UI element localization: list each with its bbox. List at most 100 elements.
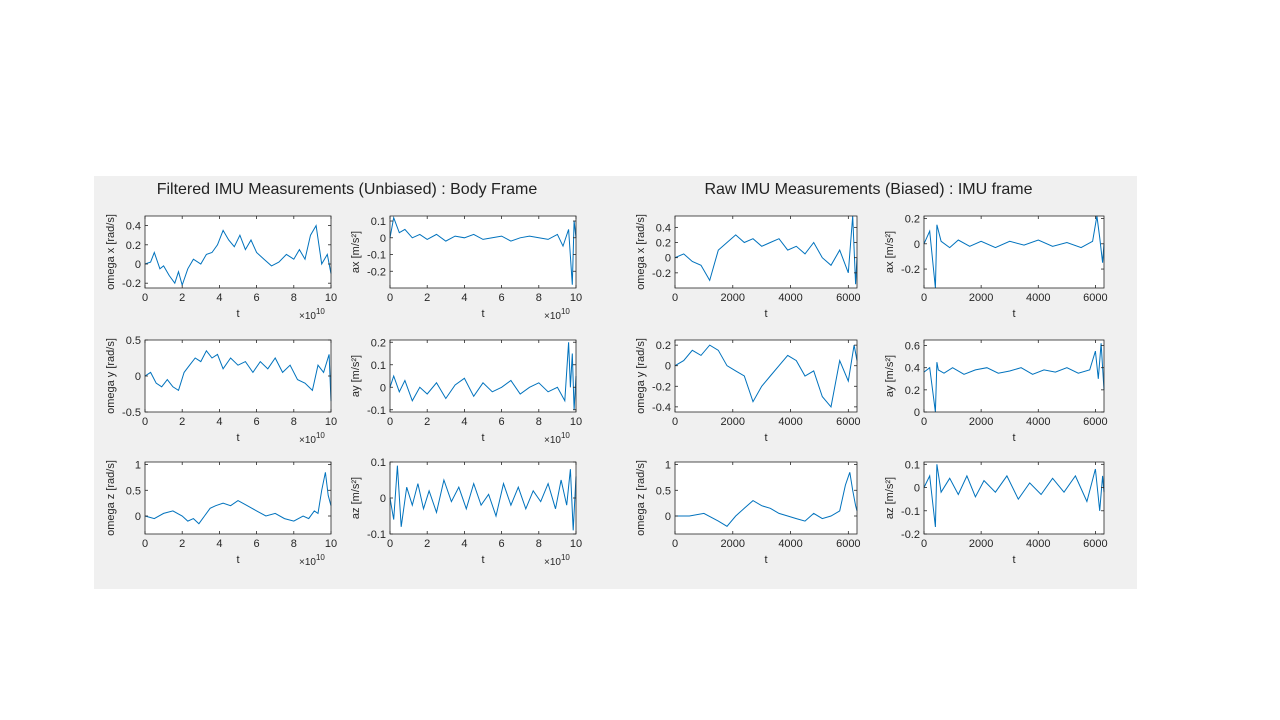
x-exponent-power: 10 (561, 307, 570, 316)
x-tick-label: 0 (921, 416, 927, 428)
x-tick-label: 0 (672, 292, 678, 304)
y-tick-label: 0.1 (371, 216, 386, 228)
y-tick-label: -0.1 (367, 250, 386, 262)
x-tick-label: 4000 (778, 416, 802, 428)
y-axis-label: ax [m/s²] (350, 231, 362, 273)
y-tick-label: -0.4 (652, 402, 671, 414)
plot-area (390, 340, 576, 412)
x-tick-label: 8 (536, 416, 542, 428)
y-tick-label: 0 (665, 511, 671, 523)
x-tick-label: 4000 (1026, 292, 1050, 304)
x-axis-label: t (236, 554, 239, 566)
series-line (923, 343, 1105, 413)
x-tick-label: 0 (142, 292, 148, 304)
x-axis-label: t (236, 308, 239, 320)
x-tick-label: 6000 (836, 292, 860, 304)
x-tick-label: 6000 (1083, 538, 1107, 550)
subplot-3: 0 2000 4000 6000 -0.4 -0.2 0 0.2 t omega y [rad/s… (635, 338, 861, 444)
axes-box (144, 215, 332, 289)
series-line (923, 215, 1105, 289)
x-tick-label: 6 (254, 292, 260, 304)
x-exponent-power: 10 (561, 553, 570, 562)
x-exponent-power: 10 (316, 553, 325, 562)
x-tick-label: 4 (461, 292, 467, 304)
y-axis-label: ay [m/s²] (884, 355, 896, 397)
y-axis-label: az [m/s²] (350, 477, 362, 519)
y-tick-label: -0.2 (367, 266, 386, 278)
x-tick-label: 0 (672, 538, 678, 550)
y-tick-label: 0 (380, 382, 386, 394)
series-line (144, 472, 332, 525)
y-axis-label: omega z [rad/s] (635, 460, 647, 536)
series-line (674, 215, 858, 285)
y-tick-label: 0.5 (126, 485, 141, 497)
y-tick-label: -0.1 (367, 529, 386, 541)
y-tick-label: -0.2 (652, 268, 671, 280)
axes-box (674, 461, 858, 535)
x-axis-label: t (481, 308, 484, 320)
x-tick-label: 2 (424, 538, 430, 550)
y-tick-label: 1 (665, 460, 671, 472)
x-tick-label: 0 (921, 538, 927, 550)
axes-box (923, 461, 1105, 535)
x-tick-label: 6 (254, 416, 260, 428)
x-exponent-label: ×1010 (544, 307, 570, 322)
axes-box (144, 461, 332, 535)
axes-box (674, 215, 858, 289)
y-tick-label: 0.4 (126, 221, 141, 233)
plot-area (390, 216, 576, 288)
axes-box (923, 339, 1105, 413)
x-tick-label: 2000 (969, 292, 993, 304)
x-tick-label: 10 (325, 538, 337, 550)
x-tick-label: 0 (387, 538, 393, 550)
x-axis-label: t (1012, 308, 1015, 320)
y-tick-label: -0.2 (122, 278, 141, 290)
x-axis-label: t (236, 432, 239, 444)
x-tick-label: 10 (570, 538, 582, 550)
y-tick-label: 0 (380, 233, 386, 245)
x-axis-label: t (1012, 554, 1015, 566)
series-line (389, 342, 577, 410)
plot-area (390, 462, 576, 534)
plot-area (675, 216, 857, 288)
plot-area (924, 216, 1104, 288)
x-exponent-label: ×1010 (544, 553, 570, 568)
y-tick-label: 0.2 (371, 337, 386, 349)
y-tick-label: 0 (135, 259, 141, 271)
x-tick-label: 2000 (721, 538, 745, 550)
x-tick-label: 2 (179, 538, 185, 550)
y-tick-label: -0.1 (367, 405, 386, 417)
y-axis-label: az [m/s²] (884, 477, 896, 519)
x-exponent-label: ×1010 (299, 431, 325, 446)
x-exponent-power: 10 (561, 431, 570, 440)
subplot-5: 0 2000 4000 6000 0 0.5 1 t omega z [rad/s] (635, 460, 861, 566)
subplot-4: 0 2000 4000 6000 0 0.2 0.4 0.6 t ay [m/s²] (884, 339, 1108, 444)
series-line (389, 215, 577, 285)
y-axis-label: ax [m/s²] (884, 231, 896, 273)
plot-area (924, 340, 1104, 412)
y-axis-label: omega y [rad/s] (635, 338, 647, 414)
x-tick-label: 6 (254, 538, 260, 550)
y-tick-label: 0.2 (656, 340, 671, 352)
x-tick-label: 2 (424, 416, 430, 428)
x-tick-label: 2000 (721, 416, 745, 428)
x-axis-label: t (481, 554, 484, 566)
x-tick-label: 4000 (1026, 538, 1050, 550)
series-line (144, 349, 332, 402)
filtered-figure-title: Filtered IMU Measurements (Unbiased) : B… (156, 181, 538, 198)
y-tick-label: -0.2 (901, 264, 920, 276)
y-tick-label: 0 (914, 239, 920, 251)
x-tick-label: 6 (499, 292, 505, 304)
x-axis-label: t (481, 432, 484, 444)
x-tick-label: 10 (570, 416, 582, 428)
plot-area (924, 462, 1104, 534)
raw-figure-panel: Raw IMU Measurements (Biased) : IMU fram… (600, 176, 1137, 589)
y-tick-label: 0.4 (905, 363, 920, 375)
y-tick-label: 0 (665, 253, 671, 265)
x-tick-label: 4 (216, 292, 222, 304)
x-tick-label: 0 (672, 416, 678, 428)
